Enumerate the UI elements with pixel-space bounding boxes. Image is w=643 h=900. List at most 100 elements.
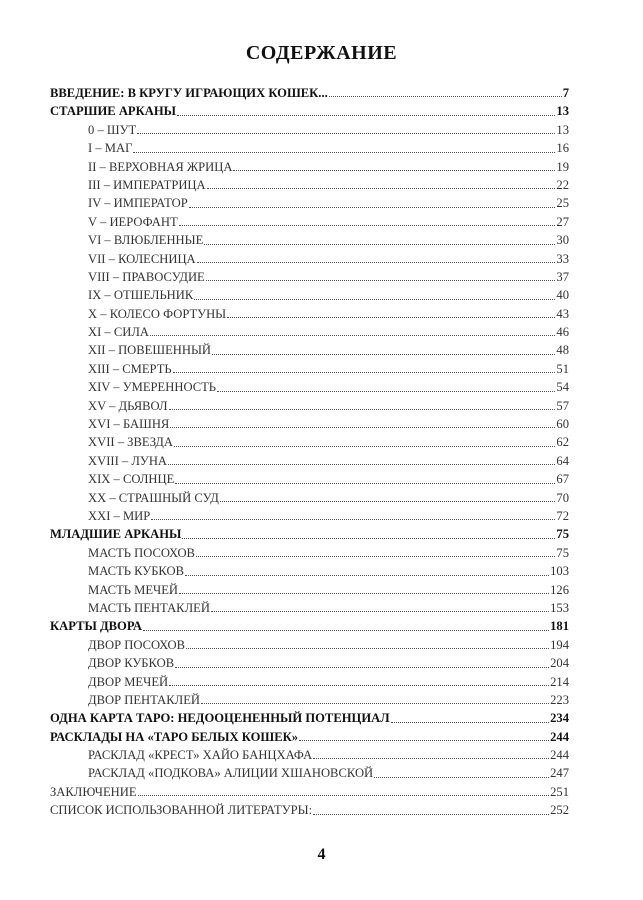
dot-leader bbox=[185, 574, 550, 576]
toc-entry-label: VII – КОЛЕСНИЦА bbox=[88, 251, 196, 266]
toc-entry-page: 19 bbox=[556, 159, 569, 174]
toc-entry-label: МАСТЬ МЕЧЕЙ bbox=[88, 582, 179, 597]
dot-leader bbox=[175, 482, 556, 484]
toc-entry[interactable]: XXI – МИР 72 bbox=[50, 507, 569, 525]
toc-entry[interactable]: ВВЕДЕНИЕ: В КРУГУ ИГРАЮЩИХ КОШЕК... 7 bbox=[50, 84, 569, 102]
dot-leader bbox=[177, 114, 556, 116]
toc-entry-label: VIII – ПРАВОСУДИЕ bbox=[88, 269, 205, 284]
toc-entry-label: ДВОР МЕЧЕЙ bbox=[88, 674, 169, 689]
toc-entry-label: ОДНА КАРТА ТАРО: НЕДООЦЕНЕННЫЙ ПОТЕНЦИАЛ bbox=[50, 711, 390, 726]
toc-entry-page: 57 bbox=[556, 398, 569, 413]
toc-entry[interactable]: XIX – СОЛНЦЕ 67 bbox=[50, 470, 569, 488]
toc-entry-page: 27 bbox=[556, 214, 569, 229]
toc-entry-label: XX – СТРАШНЫЙ СУД bbox=[88, 490, 219, 505]
toc-entry-page: 181 bbox=[550, 619, 569, 634]
toc-entry[interactable]: ДВОР ПЕНТАКЛЕЙ 223 bbox=[50, 691, 569, 709]
toc-entry[interactable]: VII – КОЛЕСНИЦА 33 bbox=[50, 250, 569, 268]
toc-entry-page: 64 bbox=[556, 453, 569, 468]
toc-entry[interactable]: МАСТЬ МЕЧЕЙ 126 bbox=[50, 581, 569, 599]
page-title: СОДЕРЖАНИЕ bbox=[245, 42, 398, 64]
toc-entry-label: XXI – МИР bbox=[88, 508, 151, 523]
dot-leader bbox=[328, 95, 562, 98]
toc-entry-label: МЛАДШИЕ АРКАНЫ bbox=[50, 527, 182, 542]
toc-entry[interactable]: XX – СТРАШНЫЙ СУД 70 bbox=[50, 489, 569, 507]
toc-entry[interactable]: 0 – ШУТ 13 bbox=[50, 121, 569, 139]
page-number: 4 bbox=[317, 846, 326, 863]
toc-entry-page: 75 bbox=[556, 527, 569, 542]
toc-entry-page: 72 bbox=[556, 508, 569, 523]
toc-entry[interactable]: III – ИМПЕРАТРИЦА 22 bbox=[50, 176, 569, 194]
toc-entry[interactable]: СТАРШИЕ АРКАНЫ 13 bbox=[50, 102, 569, 120]
toc-entry[interactable]: II – ВЕРХОВНАЯ ЖРИЦА 19 bbox=[50, 158, 569, 176]
toc-entry[interactable]: IV – ИМПЕРАТОР 25 bbox=[50, 194, 569, 212]
toc-entry[interactable]: РАСКЛАДЫ НА «ТАРО БЕЛЫХ КОШЕК» 244 bbox=[50, 728, 569, 746]
toc-entry[interactable]: XIV – УМЕРЕННОСТЬ 54 bbox=[50, 378, 569, 396]
toc-entry[interactable]: XV – ДЬЯВОЛ 57 bbox=[50, 397, 569, 415]
toc-entry[interactable]: XVII – ЗВЕЗДА 62 bbox=[50, 433, 569, 451]
toc-entry-label: XIX – СОЛНЦЕ bbox=[88, 472, 175, 487]
dot-leader bbox=[313, 757, 550, 760]
toc-entry-label: ВВЕДЕНИЕ: В КРУГУ ИГРАЮЩИХ КОШЕК... bbox=[50, 86, 328, 100]
toc-entry-page: 126 bbox=[550, 582, 569, 597]
toc-entry-label: X – КОЛЕСО ФОРТУНЫ bbox=[88, 306, 227, 321]
toc-entry-label: IV – ИМПЕРАТОР bbox=[88, 196, 188, 211]
toc-entry-label: ДВОР ПОСОХОВ bbox=[88, 637, 186, 652]
toc-entry-page: 43 bbox=[556, 306, 569, 321]
toc-entry[interactable]: ДВОР КУБКОВ 204 bbox=[50, 654, 569, 672]
toc-entry-page: 33 bbox=[556, 251, 569, 266]
toc-entry[interactable]: СПИСОК ИСПОЛЬЗОВАННОЙ ЛИТЕРАТУРЫ: 252 bbox=[50, 801, 569, 819]
toc-entry-label: ЗАКЛЮЧЕНИЕ bbox=[50, 784, 137, 799]
toc-entry[interactable]: ОДНА КАРТА ТАРО: НЕДООЦЕНЕННЫЙ ПОТЕНЦИАЛ… bbox=[50, 709, 569, 727]
dot-leader bbox=[188, 206, 556, 208]
toc-entry[interactable]: XI – СИЛА 46 bbox=[50, 323, 569, 341]
dot-leader bbox=[179, 592, 550, 594]
toc-entry-page: 223 bbox=[550, 692, 569, 707]
toc-entry-label: МАСТЬ ПОСОХОВ bbox=[88, 545, 195, 560]
toc-entry-page: 16 bbox=[556, 141, 569, 156]
toc-entry-page: 22 bbox=[556, 177, 569, 192]
toc-entry-label: XV – ДЬЯВОЛ bbox=[88, 398, 168, 413]
dot-leader bbox=[150, 334, 556, 337]
toc-entry-page: 7 bbox=[562, 86, 569, 100]
toc-entry[interactable]: РАСКЛАД «ПОДКОВА» АЛИЦИИ ХШАНОВСКОЙ 247 bbox=[50, 764, 569, 782]
dot-leader bbox=[173, 445, 556, 447]
toc-entry-page: 51 bbox=[556, 361, 569, 376]
toc-entry[interactable]: ДВОР МЕЧЕЙ 214 bbox=[50, 673, 569, 691]
toc-entry[interactable]: XVI – БАШНЯ 60 bbox=[50, 415, 569, 433]
toc-entry-label: II – ВЕРХОВНАЯ ЖРИЦА bbox=[88, 159, 233, 174]
toc-entry[interactable]: МАСТЬ ПЕНТАКЛЕЙ 153 bbox=[50, 599, 569, 617]
dot-leader bbox=[170, 426, 556, 429]
toc-entry-label: РАСКЛАД «КРЕСТ» ХАЙО БАНЦХАФА bbox=[88, 748, 313, 763]
toc-entry[interactable]: X – КОЛЕСО ФОРТУНЫ 43 bbox=[50, 305, 569, 323]
toc-entry[interactable]: КАРТЫ ДВОРА 181 bbox=[50, 617, 569, 635]
toc-entry[interactable]: XII – ПОВЕШЕННЫЙ 48 bbox=[50, 341, 569, 359]
toc-entry[interactable]: МАСТЬ КУБКОВ 103 bbox=[50, 562, 569, 580]
toc-entry[interactable]: VI – ВЛЮБЛЕННЫЕ 30 bbox=[50, 231, 569, 249]
toc-entry[interactable]: V – ИЕРОФАНТ 27 bbox=[50, 213, 569, 231]
toc-entry-page: 103 bbox=[550, 564, 569, 579]
toc-entry[interactable]: МЛАДШИЕ АРКАНЫ 75 bbox=[50, 525, 569, 543]
dot-leader bbox=[168, 463, 556, 466]
toc-entry[interactable]: ЗАКЛЮЧЕНИЕ 251 bbox=[50, 783, 569, 801]
toc-entry-page: 60 bbox=[556, 417, 569, 432]
toc-entry[interactable]: I – МАГ 16 bbox=[50, 139, 569, 157]
toc-entry[interactable]: МАСТЬ ПОСОХОВ 75 bbox=[50, 544, 569, 562]
dot-leader bbox=[178, 224, 556, 227]
toc-entry-page: 234 bbox=[550, 711, 569, 726]
toc-entry[interactable]: IX – ОТШЕЛЬНИК 40 bbox=[50, 286, 569, 304]
dot-leader bbox=[219, 500, 556, 502]
toc-entry[interactable]: РАСКЛАД «КРЕСТ» ХАЙО БАНЦХАФА 244 bbox=[50, 746, 569, 764]
toc-entry[interactable]: XIII – СМЕРТЬ 51 bbox=[50, 360, 569, 378]
toc-entry-page: 153 bbox=[550, 600, 569, 615]
toc-entry[interactable]: XVIII – ЛУНА 64 bbox=[50, 452, 569, 470]
dot-leader bbox=[151, 518, 556, 521]
toc-entry-label: РАСКЛАД «ПОДКОВА» АЛИЦИИ ХШАНОВСКОЙ bbox=[88, 766, 374, 781]
toc-entry[interactable]: ДВОР ПОСОХОВ 194 bbox=[50, 636, 569, 654]
toc-entry-page: 70 bbox=[556, 490, 569, 505]
toc-entry-label: III – ИМПЕРАТРИЦА bbox=[88, 177, 206, 192]
toc-entry[interactable]: VIII – ПРАВОСУДИЕ 37 bbox=[50, 268, 569, 286]
toc-entry-label: V – ИЕРОФАНТ bbox=[88, 214, 178, 229]
toc-entry-label: 0 – ШУТ bbox=[88, 122, 137, 137]
dot-leader bbox=[137, 132, 556, 135]
toc-entry-page: 214 bbox=[550, 674, 569, 689]
